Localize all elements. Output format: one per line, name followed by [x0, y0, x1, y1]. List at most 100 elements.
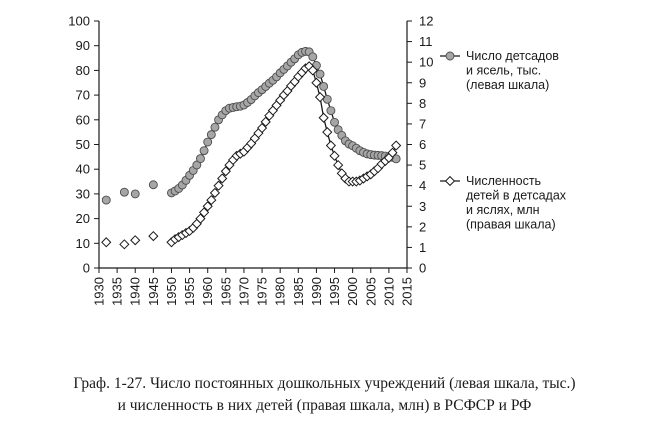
- series-1-point: [326, 106, 336, 116]
- left-tick-label: 40: [76, 162, 90, 177]
- left-tick-label: 20: [76, 211, 90, 226]
- series-2-point: [101, 237, 112, 248]
- right-tick-label: 3: [419, 199, 426, 214]
- right-tick-label: 8: [419, 96, 426, 111]
- series-2-point: [213, 180, 224, 191]
- series-2-point: [260, 116, 271, 127]
- x-tick-label: 1990: [309, 277, 324, 306]
- series-2-point: [206, 194, 217, 206]
- series-1-point: [206, 130, 216, 140]
- x-tick-label: 1975: [255, 277, 270, 306]
- right-tick-label: 9: [419, 75, 426, 90]
- series-2-point: [329, 150, 340, 161]
- series-2-point: [217, 173, 228, 184]
- series-2-point: [314, 92, 326, 103]
- series-2-point: [119, 239, 130, 250]
- right-tick-label: 2: [419, 219, 426, 234]
- x-tick-label: 1950: [164, 277, 179, 306]
- chart: 0102030405060708090100012345678910111219…: [68, 14, 567, 306]
- left-tick-label: 70: [76, 88, 90, 103]
- series-1-point: [196, 154, 205, 164]
- series-1-point: [315, 69, 325, 79]
- series-1: [101, 46, 401, 205]
- right-tick-label: 5: [419, 158, 426, 173]
- x-tick-label: 1980: [273, 277, 288, 306]
- series-2-point: [220, 166, 231, 177]
- series-1-point: [130, 189, 140, 199]
- series-1-point: [308, 52, 318, 62]
- series-2-point: [325, 140, 337, 151]
- series-1-point: [330, 117, 339, 127]
- x-tick-label: 1945: [146, 277, 161, 306]
- x-tick-label: 2005: [363, 277, 378, 306]
- x-tick-label: 1970: [236, 277, 251, 306]
- series-2-point: [311, 77, 322, 88]
- series-1-point: [199, 146, 209, 156]
- x-tick-label: 2015: [400, 277, 415, 306]
- series-2-point: [318, 112, 329, 123]
- right-tick-label: 7: [419, 116, 426, 131]
- left-tick-label: 10: [76, 236, 90, 251]
- right-tick-label: 11: [419, 34, 433, 49]
- series-1-point: [319, 82, 329, 91]
- chart-marks: [101, 46, 402, 250]
- legend-label-line: и ясель, тыс.: [466, 64, 541, 78]
- legend-marker: [445, 51, 455, 61]
- right-tick-label: 4: [419, 178, 426, 193]
- right-tick-label: 10: [419, 55, 433, 70]
- left-tick-label: 80: [76, 63, 90, 78]
- figure-caption-line-2: и численность в них детей (правая шкала,…: [117, 397, 532, 414]
- x-tick-label: 1995: [327, 277, 342, 306]
- x-tick-label: 1985: [291, 277, 306, 306]
- left-tick-label: 30: [76, 186, 90, 201]
- right-tick-label: 6: [419, 137, 426, 152]
- legend-label-line: Численность: [466, 174, 541, 188]
- series-1-point: [148, 180, 158, 190]
- x-tick-label: 2010: [381, 277, 396, 306]
- series-1-point: [203, 137, 213, 147]
- series-1-point: [210, 122, 220, 132]
- series-2-point: [256, 122, 268, 134]
- legend-label-line: (левая шкала): [466, 78, 549, 92]
- series-2-point: [198, 207, 210, 218]
- x-tick-label: 1960: [200, 277, 215, 306]
- left-tick-label: 100: [68, 14, 90, 29]
- left-tick-label: 60: [76, 112, 90, 127]
- right-tick-label: 12: [419, 14, 433, 29]
- right-tick-label: 0: [419, 261, 426, 276]
- left-tick-label: 90: [76, 38, 90, 53]
- x-tick-label: 2000: [345, 277, 360, 306]
- x-tick-label: 1935: [110, 277, 125, 306]
- series-2-point: [202, 201, 213, 212]
- legend-label-line: детей в детсадах: [466, 189, 567, 203]
- figure-caption-line-1: Граф. 1-27. Число постоянных дошкольных …: [73, 375, 576, 392]
- legend-label-line: и яслях, млн: [466, 203, 540, 217]
- left-tick-label: 50: [76, 137, 90, 152]
- series-2-point: [148, 230, 159, 242]
- series-1-point: [322, 94, 332, 104]
- series-2-point: [130, 235, 141, 246]
- left-tick-label: 0: [83, 261, 90, 276]
- series-2-point: [333, 159, 344, 171]
- x-tick-label: 1940: [128, 277, 143, 306]
- legend-marker: [444, 175, 456, 187]
- legend-label-line: Число детсадов: [466, 49, 559, 63]
- x-tick-label: 1965: [218, 277, 233, 306]
- series-2-point: [322, 127, 333, 138]
- x-tick-label: 1955: [182, 277, 197, 306]
- chart-axes: 0102030405060708090100012345678910111219…: [68, 14, 433, 306]
- series-2-point: [387, 147, 398, 158]
- series-2-point: [391, 140, 402, 151]
- legend-label-line: (правая шкала): [466, 218, 556, 232]
- series-2-point: [209, 187, 221, 198]
- series-2: [101, 61, 402, 250]
- series-1-point: [119, 187, 129, 197]
- series-2-point: [307, 65, 318, 76]
- figure-caption: Граф. 1-27. Число постоянных дошкольных …: [0, 373, 649, 417]
- x-tick-label: 1930: [92, 277, 107, 306]
- series-1-point: [101, 195, 111, 205]
- series-2-point: [195, 213, 206, 224]
